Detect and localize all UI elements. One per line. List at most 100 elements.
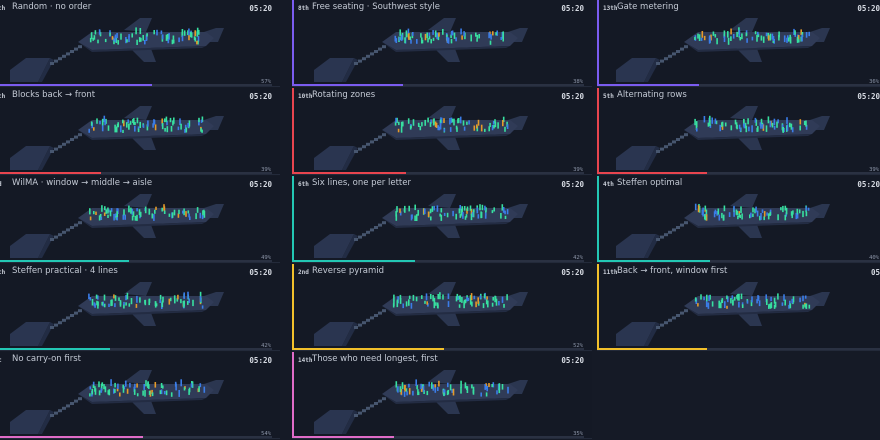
- simulation-panel-1[interactable]: th Random · no order 05:20 57%: [0, 0, 280, 87]
- jet-bridge-step: [354, 326, 358, 329]
- passenger-figure: [161, 123, 164, 130]
- fuselage-side: [382, 42, 510, 52]
- passenger-figure: [89, 297, 92, 301]
- passenger-figure: [722, 217, 725, 221]
- simulation-panel-8[interactable]: 6th Six lines, one per letter 05:20 42%: [292, 176, 592, 263]
- passenger-figure: [144, 299, 147, 306]
- jet-bridge-step: [656, 150, 660, 153]
- passenger-figure: [185, 211, 187, 217]
- passenger-figure: [416, 39, 418, 44]
- simulation-panel-4[interactable]: th Blocks back → front 05:20 39%: [0, 88, 280, 175]
- simulation-panel-5[interactable]: 10th Rotating zones 05:20 39%: [292, 88, 592, 175]
- passenger-figure: [766, 212, 768, 216]
- simulation-panel-10[interactable]: th Steffen practical · 4 lines 05:20 42%: [0, 264, 280, 351]
- upper-wing: [428, 370, 456, 384]
- jet-bridge-step: [664, 57, 668, 61]
- terminal-block: [616, 58, 656, 82]
- passenger-figure: [695, 124, 698, 130]
- simulation-panel-2[interactable]: 8th Free seating · Southwest style 05:20…: [292, 0, 592, 87]
- passenger-figure: [94, 303, 96, 308]
- passenger-figure: [408, 33, 410, 40]
- passenger-figure: [114, 34, 117, 41]
- passenger-figure: [773, 118, 776, 126]
- jet-bridge-step: [354, 238, 358, 241]
- strategy-label: Steffen optimal: [617, 178, 683, 188]
- jet-bridge-step: [62, 318, 66, 322]
- clock-readout: 05:20: [249, 356, 272, 365]
- simulation-panel-13[interactable]: t No carry-on first 05:20 54%: [0, 352, 280, 439]
- passenger-figure: [443, 389, 446, 396]
- passenger-figure: [478, 34, 480, 39]
- passenger-figure: [727, 31, 729, 38]
- passenger-figure: [154, 382, 157, 388]
- passenger-figure: [195, 213, 197, 220]
- progress-track: [0, 260, 272, 262]
- passenger-figure: [473, 209, 475, 213]
- passenger-figure: [808, 31, 810, 37]
- passenger-figure: [789, 122, 791, 128]
- simulation-panel-9[interactable]: 4th Steffen optimal 05:20 40%: [597, 176, 880, 263]
- passenger-figure: [188, 34, 190, 41]
- passenger-figure: [494, 295, 496, 303]
- progress-track: [0, 84, 272, 86]
- passenger-figure: [163, 206, 166, 212]
- passenger-figure: [438, 126, 441, 131]
- passenger-figure: [408, 205, 410, 212]
- passenger-figure: [110, 208, 113, 212]
- passenger-figure: [463, 126, 466, 131]
- passenger-figure: [790, 123, 793, 130]
- passenger-figure: [489, 31, 491, 36]
- passenger-figure: [800, 29, 802, 36]
- passenger-figure: [395, 381, 398, 388]
- passenger-figure: [453, 118, 455, 126]
- passenger-figure: [122, 119, 124, 124]
- passenger-figure: [187, 30, 189, 36]
- passenger-figure: [143, 384, 145, 390]
- passenger-figure: [408, 383, 410, 388]
- jet-bridge-step: [58, 321, 62, 325]
- passenger-figure: [739, 37, 741, 41]
- simulation-panel-7[interactable]: d WilMA · window → middle → aisle 05:20 …: [0, 176, 280, 263]
- passenger-figure: [101, 301, 103, 306]
- passenger-figure: [788, 304, 790, 309]
- passenger-figure: [95, 294, 98, 299]
- passenger-figure: [736, 124, 738, 130]
- jet-bridge-step: [58, 409, 62, 413]
- simulation-panel-14[interactable]: 14th Those who need longest, first 05:20…: [292, 352, 592, 439]
- jet-bridge-step: [680, 47, 684, 51]
- simulation-panel-11[interactable]: 2nd Reverse pyramid 05:20 52%: [292, 264, 592, 351]
- jet-bridge-step: [370, 52, 374, 56]
- strategy-label: Six lines, one per letter: [312, 178, 411, 188]
- jet-bridge-step: [684, 309, 688, 313]
- passenger-figure: [183, 208, 185, 216]
- passenger-figure: [493, 207, 495, 212]
- passenger-figure: [89, 208, 91, 215]
- passenger-figure: [766, 298, 768, 305]
- passenger-figure: [187, 122, 189, 128]
- passenger-figure: [92, 384, 95, 388]
- passenger-figure: [404, 385, 406, 392]
- passenger-figure: [457, 296, 460, 301]
- passenger-figure: [132, 211, 135, 217]
- passenger-figure: [771, 122, 774, 128]
- passenger-figure: [133, 389, 136, 395]
- simulation-panel-6[interactable]: 5th Alternating rows 05:20 39%: [597, 88, 880, 175]
- passenger-figure: [108, 303, 110, 307]
- passenger-figure: [698, 205, 701, 213]
- passenger-figure: [428, 35, 431, 40]
- jet-bridge-step: [664, 233, 668, 237]
- passenger-figure: [98, 390, 101, 396]
- passenger-figure: [154, 209, 156, 214]
- jet-bridge-step: [78, 309, 82, 313]
- passenger-figure: [399, 298, 402, 304]
- terminal-block: [616, 322, 656, 346]
- simulation-panel-3[interactable]: 13th Gate metering 05:20 36%: [597, 0, 880, 87]
- progress-fill: [0, 84, 152, 86]
- progress-fill: [0, 348, 110, 350]
- rank-label: 6th: [298, 181, 309, 188]
- simulation-panel-12[interactable]: 11th Back → front, window first 05: [597, 264, 880, 351]
- passenger-figure: [466, 206, 469, 211]
- passenger-figure: [123, 386, 126, 390]
- plane-scene: [616, 106, 830, 170]
- passenger-figure: [163, 210, 166, 214]
